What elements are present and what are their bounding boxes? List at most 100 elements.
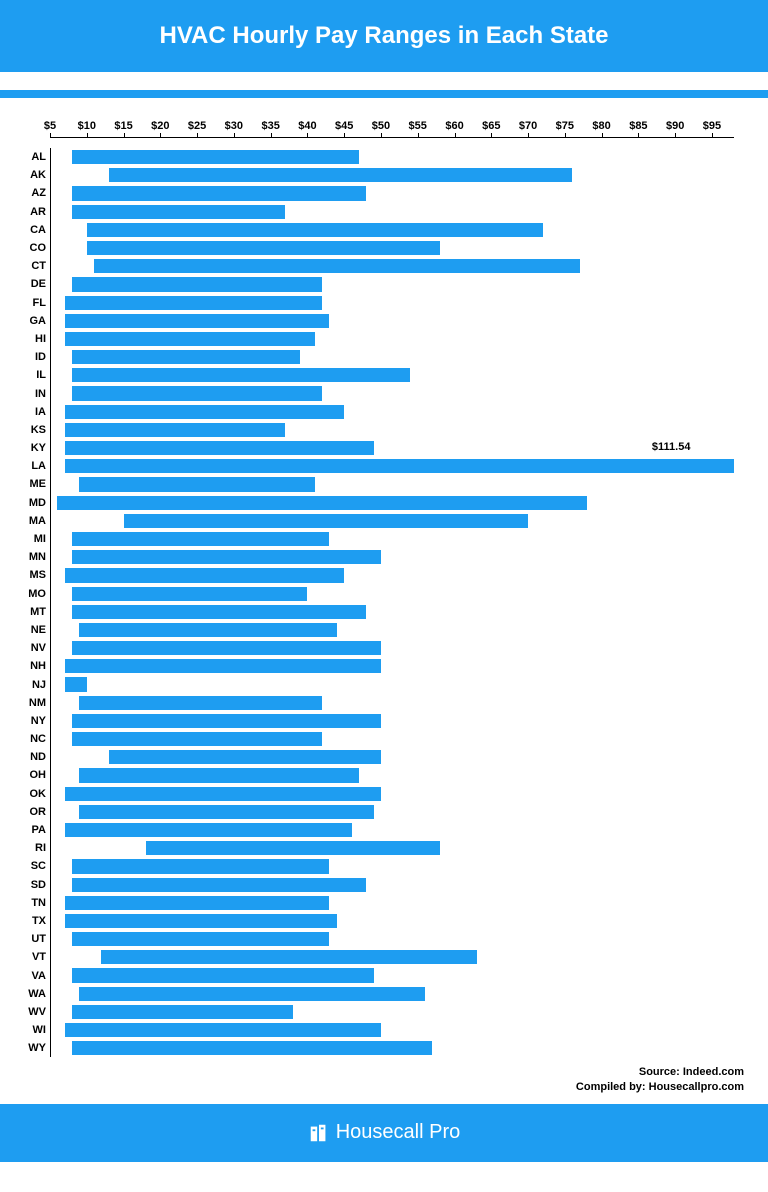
state-label: MS (20, 569, 50, 581)
bar-row: AK (20, 166, 748, 184)
state-label: IN (20, 388, 50, 400)
bar-row: OR (20, 803, 748, 821)
source-line-2: Compiled by: Housecallpro.com (0, 1080, 744, 1094)
range-bar (65, 459, 734, 473)
bar-row: NM (20, 694, 748, 712)
bar-row: WV (20, 1003, 748, 1021)
state-label: AZ (20, 187, 50, 199)
bar-track (50, 203, 734, 221)
x-tick (455, 133, 456, 138)
bar-row: KY (20, 439, 748, 457)
x-tick-label: $25 (188, 120, 206, 132)
range-bar (72, 968, 374, 982)
bar-row: MI (20, 530, 748, 548)
bar-row: PA (20, 821, 748, 839)
bar-row: NY (20, 712, 748, 730)
range-bar (65, 405, 344, 419)
bar-track (50, 876, 734, 894)
state-label: AK (20, 169, 50, 181)
x-tick-label: $30 (225, 120, 243, 132)
state-label: WY (20, 1042, 50, 1054)
bar-track (50, 621, 734, 639)
x-tick (197, 133, 198, 138)
bar-row: ND (20, 748, 748, 766)
range-bar (65, 296, 322, 310)
x-tick (528, 133, 529, 138)
range-bar (65, 677, 87, 691)
range-bar (65, 896, 330, 910)
bar-row: TX (20, 912, 748, 930)
bar-row: FL (20, 294, 748, 312)
state-label: FL (20, 297, 50, 309)
house-icon (308, 1122, 330, 1144)
bar-track (50, 312, 734, 330)
range-bar (72, 550, 381, 564)
state-label: MN (20, 551, 50, 563)
bar-row: IA (20, 403, 748, 421)
x-tick (234, 133, 235, 138)
bar-row: SC (20, 857, 748, 875)
bar-track (50, 366, 734, 384)
bar-row: MS (20, 566, 748, 584)
bar-row: TN (20, 894, 748, 912)
state-label: IA (20, 406, 50, 418)
title-bar: HVAC Hourly Pay Ranges in Each State (0, 0, 768, 72)
state-label: KY (20, 442, 50, 454)
bar-track (50, 930, 734, 948)
bar-row: MO (20, 585, 748, 603)
bar-track (50, 966, 734, 984)
bar-row: MT (20, 603, 748, 621)
state-label: ME (20, 478, 50, 490)
x-tick-label: $15 (114, 120, 132, 132)
x-tick-label: $45 (335, 120, 353, 132)
bar-row: CT (20, 257, 748, 275)
range-bar (94, 259, 579, 273)
range-bar (65, 441, 374, 455)
bar-track (50, 184, 734, 202)
bar-row: OH (20, 766, 748, 784)
brand-logo: Housecall Pro (308, 1121, 461, 1144)
x-tick-label: $75 (556, 120, 574, 132)
state-label: ID (20, 351, 50, 363)
chart-container: HVAC Hourly Pay Ranges in Each State $5$… (0, 0, 768, 1162)
range-bar (146, 841, 440, 855)
bar-row: MA (20, 512, 748, 530)
range-bar (87, 241, 440, 255)
x-tick (50, 133, 51, 138)
bar-track (50, 675, 734, 693)
range-bar (72, 532, 329, 546)
state-label: HI (20, 333, 50, 345)
range-bar (65, 914, 337, 928)
chart-title: HVAC Hourly Pay Ranges in Each State (159, 22, 608, 50)
bar-track (50, 439, 734, 457)
bar-track (50, 639, 734, 657)
state-label: MT (20, 606, 50, 618)
state-label: NV (20, 642, 50, 654)
bar-track (50, 839, 734, 857)
bar-track (50, 657, 734, 675)
x-tick (491, 133, 492, 138)
bar-track (50, 548, 734, 566)
range-bar (65, 332, 315, 346)
bar-row: DE (20, 275, 748, 293)
x-tick (160, 133, 161, 138)
bar-track (50, 148, 734, 166)
range-bar (72, 350, 300, 364)
state-label: WV (20, 1006, 50, 1018)
range-bar (124, 514, 529, 528)
state-label: SD (20, 879, 50, 891)
x-tick-label: $60 (445, 120, 463, 132)
x-tick-label: $10 (78, 120, 96, 132)
state-label: WA (20, 988, 50, 1000)
range-bar (79, 623, 336, 637)
x-tick-label: $70 (519, 120, 537, 132)
bar-track (50, 803, 734, 821)
bar-track (50, 566, 734, 584)
bar-track (50, 494, 734, 512)
brand-name: Housecall Pro (336, 1121, 461, 1144)
bar-row: NC (20, 730, 748, 748)
bar-track (50, 766, 734, 784)
x-tick-label: $65 (482, 120, 500, 132)
range-bar (72, 368, 410, 382)
bar-track (50, 403, 734, 421)
